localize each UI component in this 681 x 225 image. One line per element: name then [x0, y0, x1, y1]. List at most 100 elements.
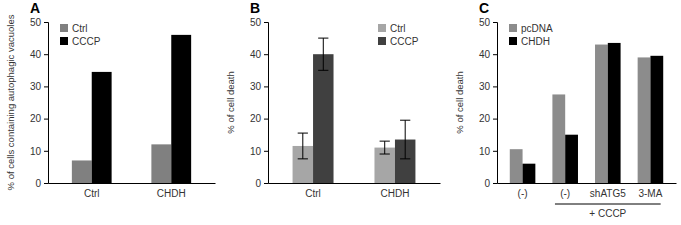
error-cap — [298, 158, 308, 159]
legend: Ctrl CCCP — [60, 23, 101, 47]
legend-label: pcDNA — [521, 23, 553, 34]
panel: 01020304050CtrlCHDH% of cell deathBCtrlC… — [225, 0, 441, 199]
tick: 10 — [250, 146, 268, 157]
tick: 20 — [250, 113, 268, 124]
bar — [552, 94, 565, 183]
legend-label: Ctrl — [390, 23, 406, 34]
tick-label: 3-MA — [638, 188, 662, 199]
bar — [565, 135, 578, 183]
tick: CHDH — [157, 183, 186, 199]
tick: 3-MA — [638, 183, 662, 199]
y-axis: 0 10 20 30 40 50 — [250, 17, 269, 189]
error-line — [405, 120, 406, 159]
tick: (-) — [518, 183, 528, 199]
tick-label: 50 — [250, 17, 262, 28]
tick-mark — [493, 151, 497, 152]
plot-area — [510, 43, 663, 183]
tick-label: 10 — [30, 146, 42, 157]
bar — [638, 57, 651, 183]
tick: Ctrl — [305, 183, 321, 199]
tick-label: 0 — [255, 178, 261, 189]
tick: 0 — [35, 178, 48, 189]
bar — [510, 149, 523, 183]
series — [510, 45, 651, 183]
tick-label: 40 — [479, 49, 491, 60]
tick-label: 20 — [479, 113, 491, 124]
tick-mark — [493, 183, 497, 184]
bar — [72, 160, 92, 183]
error-line — [323, 38, 324, 70]
legend-swatch — [509, 37, 517, 45]
tick-mark — [44, 86, 48, 87]
error-cap — [298, 133, 308, 134]
legend-label: CCCP — [72, 36, 101, 47]
tick: 30 — [30, 81, 48, 92]
bar — [650, 56, 663, 183]
tick-mark — [493, 119, 497, 120]
annotation-bracket — [555, 204, 661, 205]
tick-mark — [44, 22, 48, 23]
panel: 01020304050CtrlCHDH% of cells containing… — [5, 0, 216, 199]
tick-mark — [264, 54, 268, 55]
tick-label: Ctrl — [84, 188, 100, 199]
y-axis: 01020304050 — [30, 17, 49, 189]
tick-mark — [44, 54, 48, 55]
tick: 20 — [30, 113, 48, 124]
bar — [608, 43, 621, 183]
tick-mark — [264, 119, 268, 120]
legend-swatch — [378, 24, 386, 32]
tick-label: 50 — [30, 17, 42, 28]
axis-line — [49, 183, 216, 184]
axis-title: % of cell death — [454, 71, 465, 133]
tick: 0 — [484, 178, 497, 189]
tick-mark — [44, 183, 48, 184]
x-axis: CtrlCHDH — [269, 183, 441, 199]
tick: 0 — [255, 178, 268, 189]
error-cap — [400, 120, 410, 121]
x-axis: Ctrl CHDH — [49, 183, 216, 199]
tick-label: 30 — [250, 81, 262, 92]
error-cap — [400, 158, 410, 159]
x-axis: (-)(-)shATG53-MA — [498, 183, 677, 199]
bar — [92, 72, 112, 183]
legend-label: CHDH — [521, 36, 550, 47]
bar — [595, 45, 608, 183]
error-bar — [318, 38, 328, 70]
legend: Ctrl CCCP — [378, 23, 419, 47]
error-bar — [380, 141, 390, 154]
tick-label: 10 — [479, 146, 491, 157]
panel-label: A — [30, 0, 40, 16]
error-cap — [318, 38, 328, 39]
axis-line — [493, 23, 498, 184]
tick: 50 — [479, 17, 497, 28]
annotation: + CCCP — [589, 208, 626, 219]
axis-line — [44, 23, 49, 184]
bar — [151, 144, 171, 183]
tick-mark — [264, 22, 268, 23]
legend-swatch — [60, 24, 68, 32]
error-line — [302, 133, 303, 159]
series — [92, 35, 191, 183]
error-cap — [380, 141, 390, 142]
tick-label: 30 — [30, 81, 42, 92]
tick-label: 20 — [30, 113, 42, 124]
error-cap — [318, 70, 328, 71]
legend: pcDNA CHDH — [509, 23, 553, 47]
axis-title: % of cells containing autophagic vacuole… — [5, 14, 16, 190]
panel-label: C — [479, 0, 489, 16]
legend-label: CCCP — [390, 36, 419, 47]
tick: shATG5 — [590, 183, 626, 199]
tick-mark — [264, 151, 268, 152]
tick-mark — [44, 119, 48, 120]
axis-title: % of cell death — [225, 71, 236, 133]
tick-label: 40 — [250, 49, 262, 60]
tick-label: (-) — [518, 188, 528, 199]
tick-label: Ctrl — [305, 188, 321, 199]
tick: 20 — [479, 113, 497, 124]
error-line — [384, 141, 385, 154]
legend-label: Ctrl — [72, 23, 88, 34]
tick: 50 — [250, 17, 268, 28]
tick-label: 50 — [479, 17, 491, 28]
tick-label: shATG5 — [590, 188, 626, 199]
tick-label: 0 — [35, 178, 41, 189]
